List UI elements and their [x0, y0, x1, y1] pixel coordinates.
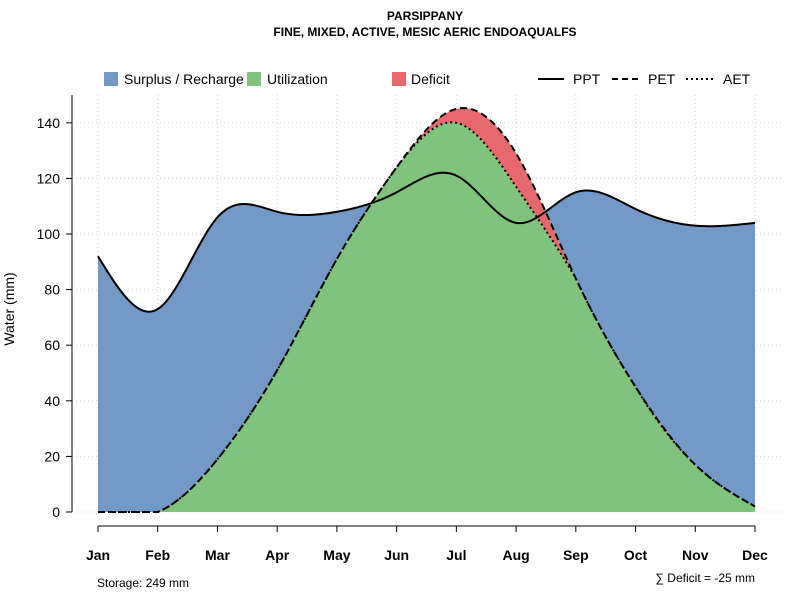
legend-label-aet: AET: [723, 71, 751, 87]
y-tick-label: 20: [44, 448, 60, 464]
legend-label-deficit: Deficit: [411, 71, 450, 87]
x-tick-label: May: [323, 547, 350, 563]
x-tick-label: Nov: [682, 547, 709, 563]
y-tick-label: 40: [44, 393, 60, 409]
y-tick-label: 0: [52, 504, 60, 520]
legend-label-pet: PET: [648, 71, 676, 87]
chart-legend: Surplus / Recharge Utilization Deficit P…: [104, 71, 751, 87]
line-pet: [98, 107, 756, 513]
area-surplus-recharge: [98, 108, 755, 512]
chart-axes: 0 20 40 60 80 100 120 140 Jan Feb Mar Apr May Jun Jul A…: [37, 95, 768, 563]
x-tick-label: Aug: [502, 547, 529, 563]
line-ppt: [97, 171, 756, 313]
x-tick-label: Oct: [624, 547, 648, 563]
chart-subtitle: FINE, MIXED, ACTIVE, MESIC AERIC ENDOAQU…: [273, 25, 576, 39]
x-tick-label: Jul: [446, 547, 466, 563]
x-tick-label: Jun: [384, 547, 409, 563]
legend-swatch-utilization: [247, 72, 261, 86]
deficit-total: ∑ Deficit = -25 mm: [655, 571, 755, 585]
legend-label-ppt: PPT: [573, 71, 601, 87]
x-tick-label: Jan: [86, 547, 110, 563]
x-tick-label: Mar: [205, 547, 230, 563]
y-tick-label: 100: [37, 226, 61, 242]
y-tick-label: 120: [37, 170, 61, 186]
y-tick-label: 60: [44, 337, 60, 353]
legend-label-surplus: Surplus / Recharge: [124, 71, 244, 87]
legend-label-utilization: Utilization: [267, 71, 328, 87]
y-axis-label: Water (mm): [1, 272, 17, 345]
x-tick-label: Dec: [742, 547, 768, 563]
legend-swatch-surplus: [104, 72, 118, 86]
x-tick-label: Apr: [265, 547, 290, 563]
x-tick-label: Feb: [145, 547, 170, 563]
x-tick-label: Sep: [563, 547, 589, 563]
y-tick-label: 80: [44, 282, 60, 298]
storage-note: Storage: 249 mm: [97, 576, 189, 590]
y-tick-label: 140: [37, 115, 61, 131]
chart-title: PARSIPPANY: [387, 9, 463, 23]
chart-lines: [97, 107, 756, 513]
chart-fills: [98, 108, 755, 512]
legend-swatch-deficit: [392, 72, 406, 86]
area-utilization: [98, 122, 755, 512]
